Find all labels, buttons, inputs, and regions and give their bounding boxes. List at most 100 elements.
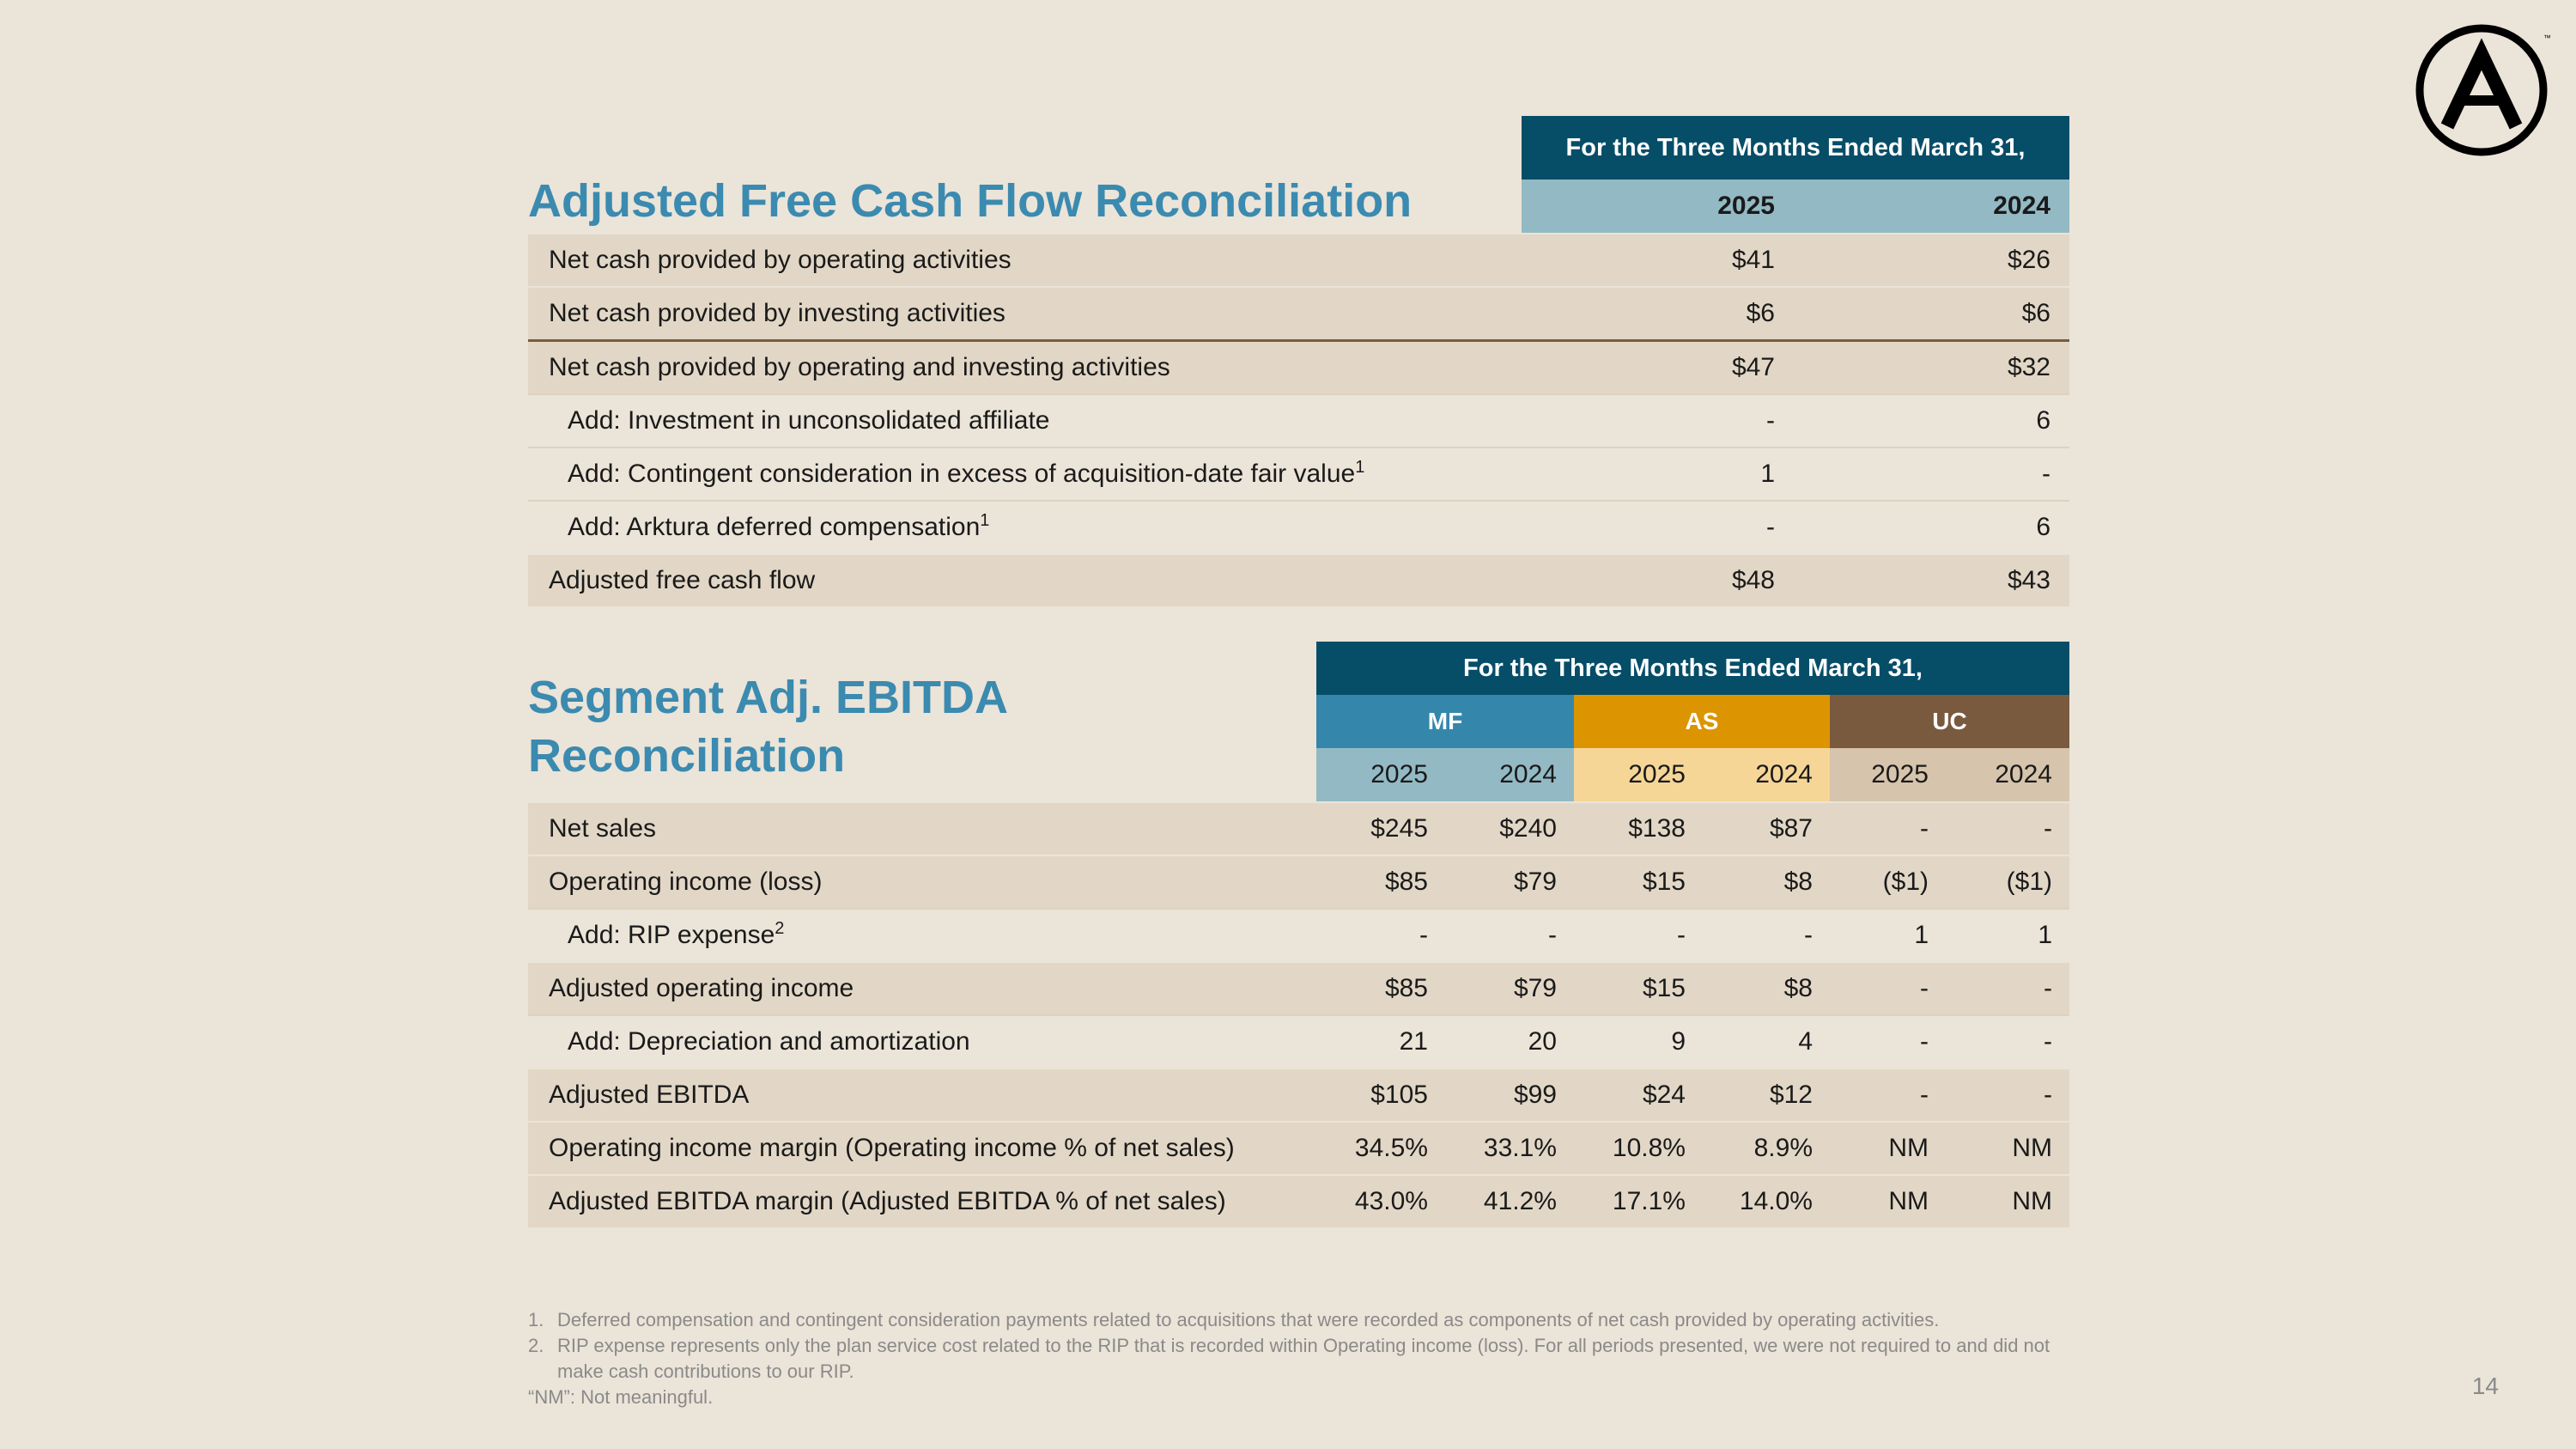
row-value: - [1794,447,2069,501]
row-value: - [1522,393,1794,447]
row-value: 8.9% [1703,1121,1830,1175]
row-label: Add: Arktura deferred compensation1 [528,500,1522,554]
row-value: $8 [1703,961,1830,1015]
row-value: $6 [1522,286,1794,341]
row-value: 9 [1574,1014,1703,1068]
row-label: Adjusted EBITDA [528,1068,1316,1122]
table-row: Add: Contingent consideration in excess … [528,447,2069,501]
segment-uc-header: UC [1830,695,2069,748]
table-row: Operating income margin (Operating incom… [528,1121,2069,1175]
row-label: Add: Contingent consideration in excess … [528,447,1522,501]
row-value: $8 [1703,855,1830,909]
row-value: $47 [1522,339,1794,394]
page-number: 14 [2471,1373,2499,1399]
segment-title-line1: Segment Adj. EBITDA [528,672,1009,723]
row-value: 6 [1794,500,2069,554]
row-value: ($1) [1830,855,1946,909]
table-row: Net sales $245 $240 $138 $87- - [528,801,2069,855]
company-logo: ™ [2415,24,2550,156]
row-value: 10.8% [1574,1121,1703,1175]
row-value: $15 [1574,855,1703,909]
row-value: $240 [1445,801,1574,855]
row-label: Adjusted EBITDA margin (Adjusted EBITDA … [528,1174,1316,1227]
table-row: Add: Depreciation and amortization 21 20 9 4… [528,1014,2069,1068]
row-value: 6 [1794,393,2069,447]
row-value: 43.0% [1316,1174,1445,1227]
row-value: $12 [1703,1068,1830,1122]
row-value: $85 [1316,855,1445,909]
row-value: - [1703,908,1830,962]
row-value: $87 [1703,801,1830,855]
row-value: $41 [1522,233,1794,287]
row-label: Net sales [528,801,1316,855]
row-label: Add: RIP expense2 [528,908,1316,962]
row-label: Add: Depreciation and amortization [528,1014,1316,1068]
row-value: $26 [1794,233,2069,287]
table-row: Operating income (loss) $85 $79 $15 $8 ($1) ($… [528,855,2069,909]
row-value: $15 [1574,961,1703,1015]
segment-period-header: For the Three Months Ended March 31, [1316,642,2069,695]
footnote-ref: 1 [980,511,990,530]
row-label: Net cash provided by operating activitie… [528,233,1522,287]
row-value: NM [1946,1174,2069,1227]
table-row: Add: RIP expense2- - - -1 1 [528,908,2069,962]
row-value: $85 [1316,961,1445,1015]
row-value: - [1946,961,2069,1015]
row-value: $24 [1574,1068,1703,1122]
table-row: Adjusted free cash flow $48 $43 [528,553,2069,606]
segment-mf-header: MF [1316,695,1574,748]
row-label: Adjusted free cash flow [528,553,1522,606]
table-row: Net cash provided by investing activitie… [528,286,2069,341]
row-value: 41.2% [1445,1174,1574,1227]
fcf-title: Adjusted Free Cash Flow Reconciliation [528,175,1413,227]
row-value: NM [1946,1121,2069,1175]
row-value: NM [1830,1121,1946,1175]
row-value: ($1) [1946,855,2069,909]
row-value: - [1316,908,1445,962]
row-value: - [1830,1068,1946,1122]
fcf-year-2024: 2024 [1794,180,2069,234]
row-value: - [1946,801,2069,855]
row-value: 34.5% [1316,1121,1445,1175]
row-value: - [1830,961,1946,1015]
row-value: - [1830,1014,1946,1068]
row-value: 33.1% [1445,1121,1574,1175]
row-label: Operating income (loss) [528,855,1316,909]
segment-table: For the Three Months Ended March 31, MF … [528,642,2069,1227]
table-row: Adjusted EBITDA margin (Adjusted EBITDA … [528,1174,2069,1227]
table-row: Adjusted operating income $85 $79 $15 $8- - [528,961,2069,1015]
row-value: 4 [1703,1014,1830,1068]
footnote-nm: “NM”: Not meaningful. [528,1386,714,1408]
row-value: $43 [1794,553,2069,606]
segment-year: 2025 [1316,748,1445,802]
footnote-ref: 2 [775,919,785,938]
table-row: Net cash provided by operating activitie… [528,233,2069,287]
segment-title-line2: Reconciliation [528,730,846,782]
row-label: Add: Investment in unconsolidated affili… [528,393,1522,447]
row-value: - [1522,500,1794,554]
fcf-table: For the Three Months Ended March 31, 202… [528,116,2069,606]
row-value: - [1946,1014,2069,1068]
row-value: 1 [1946,908,2069,962]
segment-year: 2024 [1445,748,1574,802]
row-label: Operating income margin (Operating incom… [528,1121,1316,1175]
row-value: 20 [1445,1014,1574,1068]
segment-year: 2025 [1830,748,1946,802]
footnote: 1. Deferred compensation and contingent … [528,1309,1940,1330]
segment-year: 2024 [1946,748,2069,802]
row-value: $48 [1522,553,1794,606]
row-value: 14.0% [1703,1174,1830,1227]
segment-as-header: AS [1574,695,1830,748]
row-label: Net cash provided by investing activitie… [528,286,1522,341]
row-value: $245 [1316,801,1445,855]
footnote-ref: 1 [1355,458,1365,477]
table-row: Adjusted EBITDA $105 $99 $24 $12- - [528,1068,2069,1122]
row-value: $105 [1316,1068,1445,1122]
segment-year: 2025 [1574,748,1703,802]
row-value: - [1445,908,1574,962]
logo-tm: ™ [2543,33,2550,42]
segment-title: Segment Adj. EBITDA Reconciliation [528,668,1008,785]
row-value: $138 [1574,801,1703,855]
row-label: Net cash provided by operating and inves… [528,339,1522,394]
footnote: 2. RIP expense represents only the plan … [528,1335,2050,1382]
